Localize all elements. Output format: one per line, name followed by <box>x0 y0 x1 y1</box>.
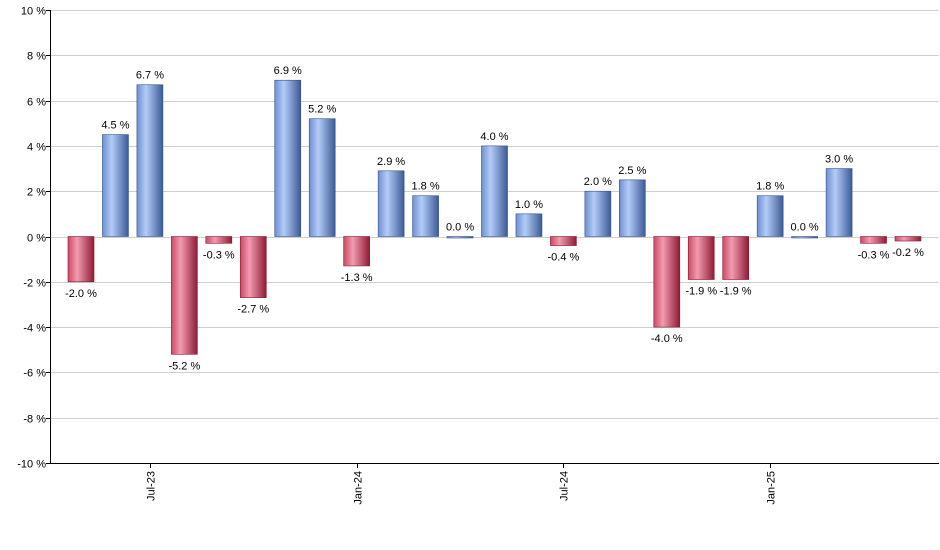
data-label: -5.2 % <box>168 360 200 372</box>
y-tick-label: 0 % <box>27 233 46 245</box>
data-label: -0.3 % <box>203 249 235 261</box>
data-labels: -2.0 % 4.5 % 6.7 % -5.2 % -0.3 % -2.7 % 6.9 % 5… <box>65 65 924 372</box>
bar <box>894 236 922 242</box>
bar <box>791 236 818 239</box>
bar <box>377 170 405 237</box>
data-label: 2.5 % <box>618 165 646 177</box>
data-label: -1.9 % <box>685 286 717 298</box>
bar <box>412 195 439 237</box>
y-tick-label: 10 % <box>21 6 46 18</box>
data-label: 2.0 % <box>584 176 612 188</box>
data-label: -2.0 % <box>65 288 97 300</box>
data-label: -0.3 % <box>858 249 890 261</box>
data-label: 1.0 % <box>515 199 543 211</box>
bar <box>515 213 543 237</box>
data-label: -1.3 % <box>341 272 373 284</box>
y-tick-label: 6 % <box>27 97 46 109</box>
bar <box>343 236 370 267</box>
y-tick-label: 2 % <box>27 187 46 199</box>
data-label: 6.9 % <box>274 65 302 77</box>
bar <box>481 145 508 237</box>
axes: 10 % 8 % 6 % 4 % 2 % 0 % -2 % -4 % -6 % -8 % -10 %… <box>17 6 939 505</box>
data-label: -4.0 % <box>651 333 683 345</box>
bar <box>102 134 129 237</box>
y-tick-label: -8 % <box>23 414 46 426</box>
data-label: 2.9 % <box>377 156 405 168</box>
data-label: 3.0 % <box>825 154 853 166</box>
data-label: -0.4 % <box>548 252 580 264</box>
x-tick-label: Jul-24 <box>559 471 571 501</box>
bar <box>136 84 164 237</box>
bar <box>860 236 887 244</box>
data-label: 5.2 % <box>308 104 336 116</box>
bar <box>722 236 750 280</box>
data-label: 0.0 % <box>446 222 474 234</box>
bar <box>308 118 336 237</box>
data-label: 4.5 % <box>101 120 129 132</box>
bar <box>274 79 302 237</box>
data-label: 0.0 % <box>791 222 819 234</box>
data-label: -0.2 % <box>892 247 924 259</box>
y-tick-label: 8 % <box>27 51 46 63</box>
bar <box>239 236 267 298</box>
y-tick-label: -2 % <box>23 278 46 290</box>
y-tick-label: -10 % <box>17 459 46 471</box>
bar <box>550 236 577 246</box>
bar <box>446 236 474 239</box>
data-label: 6.7 % <box>136 70 164 82</box>
data-label: -1.9 % <box>720 286 752 298</box>
y-tick-label: -6 % <box>23 368 46 380</box>
data-label: 4.0 % <box>480 131 508 143</box>
bar <box>825 168 853 237</box>
x-tick-label: Jan-24 <box>353 471 365 505</box>
bar <box>171 236 198 355</box>
data-label: 1.8 % <box>412 181 440 193</box>
x-tick-label: Jul-23 <box>146 471 158 501</box>
bar <box>67 236 95 283</box>
bar <box>584 190 612 237</box>
data-label: 1.8 % <box>756 181 784 193</box>
y-tick-label: -4 % <box>23 323 46 335</box>
bar <box>653 236 681 328</box>
bars <box>67 79 922 355</box>
data-label: -2.7 % <box>237 304 269 316</box>
bar <box>205 236 233 244</box>
y-tick-label: 4 % <box>27 142 46 154</box>
bar <box>687 236 715 280</box>
x-tick-label: Jan-25 <box>766 471 778 505</box>
bar <box>756 195 784 237</box>
bar <box>619 179 646 237</box>
